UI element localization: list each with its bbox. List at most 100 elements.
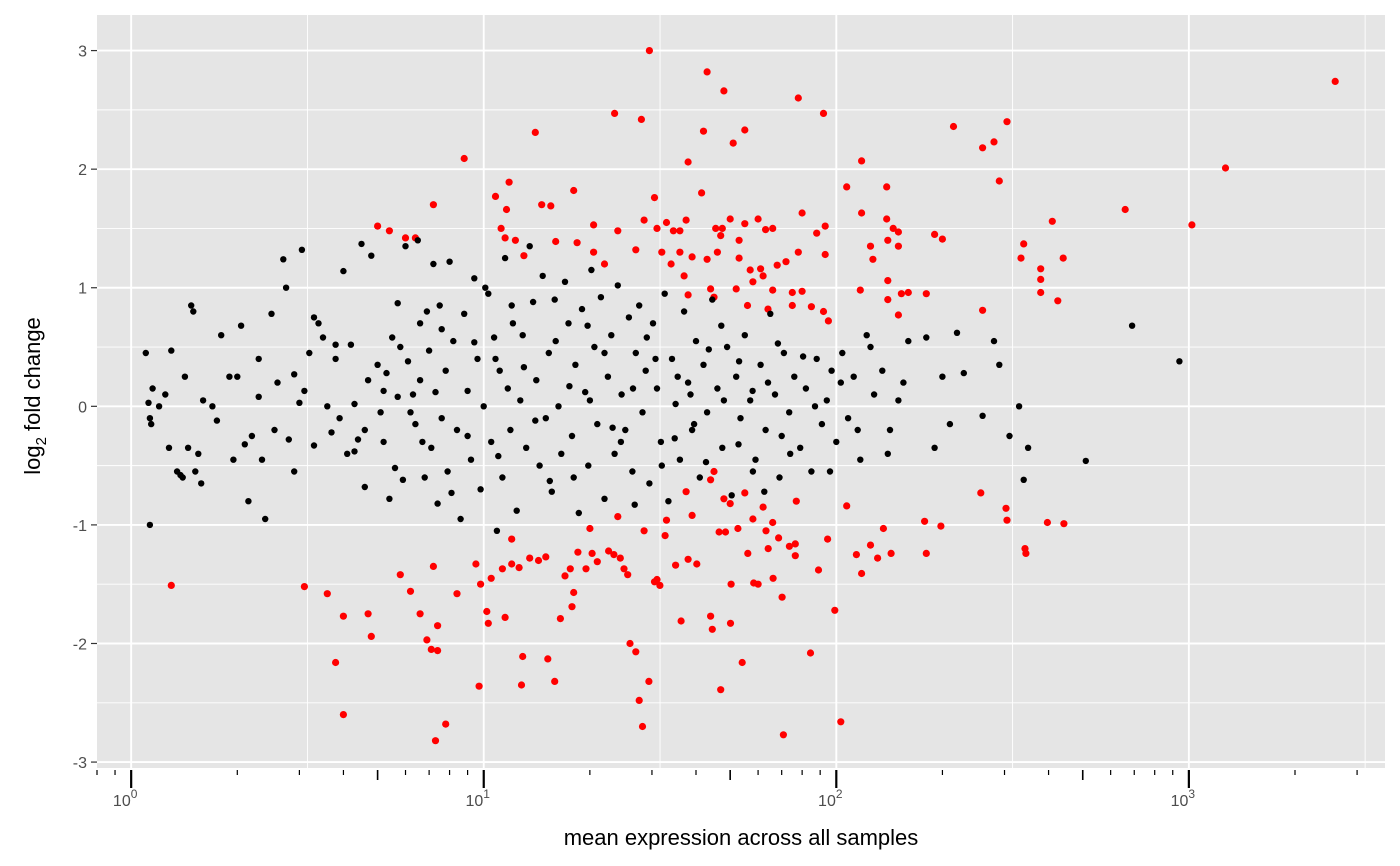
y-axis-title-log: log [20, 445, 45, 474]
point-nonsignificant [532, 417, 539, 424]
point-nonsignificant [687, 391, 694, 398]
point-nonsignificant [237, 322, 245, 329]
point-nonsignificant [477, 486, 484, 493]
point-significant [1020, 240, 1028, 248]
point-significant [894, 242, 903, 250]
point-significant [769, 286, 777, 294]
point-nonsignificant [799, 353, 807, 360]
point-nonsignificant [347, 341, 355, 348]
point-significant [824, 317, 833, 325]
point-nonsignificant [425, 347, 433, 354]
point-significant [614, 227, 622, 235]
point-nonsignificant [271, 426, 278, 434]
point-nonsignificant [504, 385, 511, 392]
point-nonsignificant [444, 468, 451, 475]
point-significant [547, 202, 555, 210]
point-nonsignificant [747, 397, 754, 404]
point-significant [1060, 520, 1068, 528]
point-nonsignificant [248, 432, 256, 440]
point-nonsignificant [757, 361, 764, 368]
point-nonsignificant [428, 444, 435, 451]
point-nonsignificant [280, 256, 287, 263]
point-significant [707, 285, 715, 293]
point-nonsignificant [539, 272, 546, 280]
point-nonsignificant [674, 373, 681, 380]
point-significant [632, 246, 640, 254]
point-significant [735, 236, 743, 244]
point-significant [339, 612, 347, 620]
point-nonsignificant [354, 436, 362, 443]
point-nonsignificant [702, 458, 710, 466]
point-nonsignificant [684, 379, 692, 386]
point-nonsignificant [548, 488, 555, 495]
point-significant [703, 255, 711, 263]
point-significant [1017, 254, 1025, 262]
point-nonsignificant [508, 302, 515, 309]
point-significant [819, 307, 828, 316]
point-significant [590, 248, 598, 256]
point-nonsignificant [328, 429, 335, 436]
point-nonsignificant [471, 275, 478, 282]
point-significant [672, 561, 680, 569]
point-significant [717, 686, 725, 694]
point-significant [684, 555, 692, 563]
point-nonsignificant [195, 450, 202, 457]
point-nonsignificant [146, 521, 154, 529]
point-significant [515, 564, 523, 572]
point-nonsignificant [188, 302, 195, 309]
point-significant [497, 224, 505, 232]
point-significant [979, 144, 987, 152]
point-nonsignificant [639, 409, 646, 416]
point-significant [713, 248, 722, 256]
point-significant [475, 682, 483, 690]
point-significant [624, 571, 632, 579]
point-significant [791, 552, 799, 560]
point-significant [887, 549, 895, 558]
point-nonsignificant [383, 369, 390, 377]
point-nonsignificant [778, 432, 785, 440]
point-significant [323, 590, 331, 598]
point-nonsignificant [823, 397, 830, 404]
point-significant [423, 636, 431, 644]
point-nonsignificant [1006, 432, 1013, 440]
point-nonsignificant [351, 400, 358, 408]
point-nonsignificant [501, 254, 509, 262]
point-nonsignificant [198, 480, 205, 487]
point-nonsignificant [536, 462, 543, 469]
point-significant [721, 528, 730, 536]
point-significant [754, 580, 762, 588]
point-nonsignificant [854, 426, 861, 434]
point-nonsignificant [423, 308, 431, 315]
point-nonsignificant [1020, 476, 1027, 483]
point-nonsignificant [604, 373, 612, 380]
point-nonsignificant [306, 349, 313, 357]
point-nonsignificant [412, 420, 419, 428]
point-significant [401, 234, 410, 242]
point-nonsignificant [629, 385, 637, 392]
point-significant [794, 248, 802, 256]
point-significant [460, 154, 468, 163]
point-nonsignificant [394, 300, 401, 307]
point-significant [806, 649, 815, 657]
point-nonsignificant [632, 349, 639, 357]
point-nonsignificant [391, 464, 399, 472]
point-significant [508, 560, 516, 568]
point-nonsignificant [609, 424, 616, 431]
point-nonsignificant [565, 320, 572, 327]
point-significant [645, 677, 653, 686]
point-nonsignificant [209, 403, 216, 410]
point-nonsignificant [404, 358, 412, 365]
point-significant [904, 288, 912, 297]
point-nonsignificant [566, 383, 573, 390]
point-nonsignificant [448, 489, 455, 497]
point-significant [616, 554, 624, 562]
point-nonsignificant [780, 349, 788, 357]
point-nonsignificant [672, 400, 679, 408]
point-significant [650, 194, 659, 202]
point-nonsignificant [394, 393, 401, 400]
point-nonsignificant [642, 367, 649, 374]
point-nonsignificant [291, 371, 298, 378]
point-significant [693, 560, 701, 568]
point-nonsignificant [671, 435, 678, 442]
